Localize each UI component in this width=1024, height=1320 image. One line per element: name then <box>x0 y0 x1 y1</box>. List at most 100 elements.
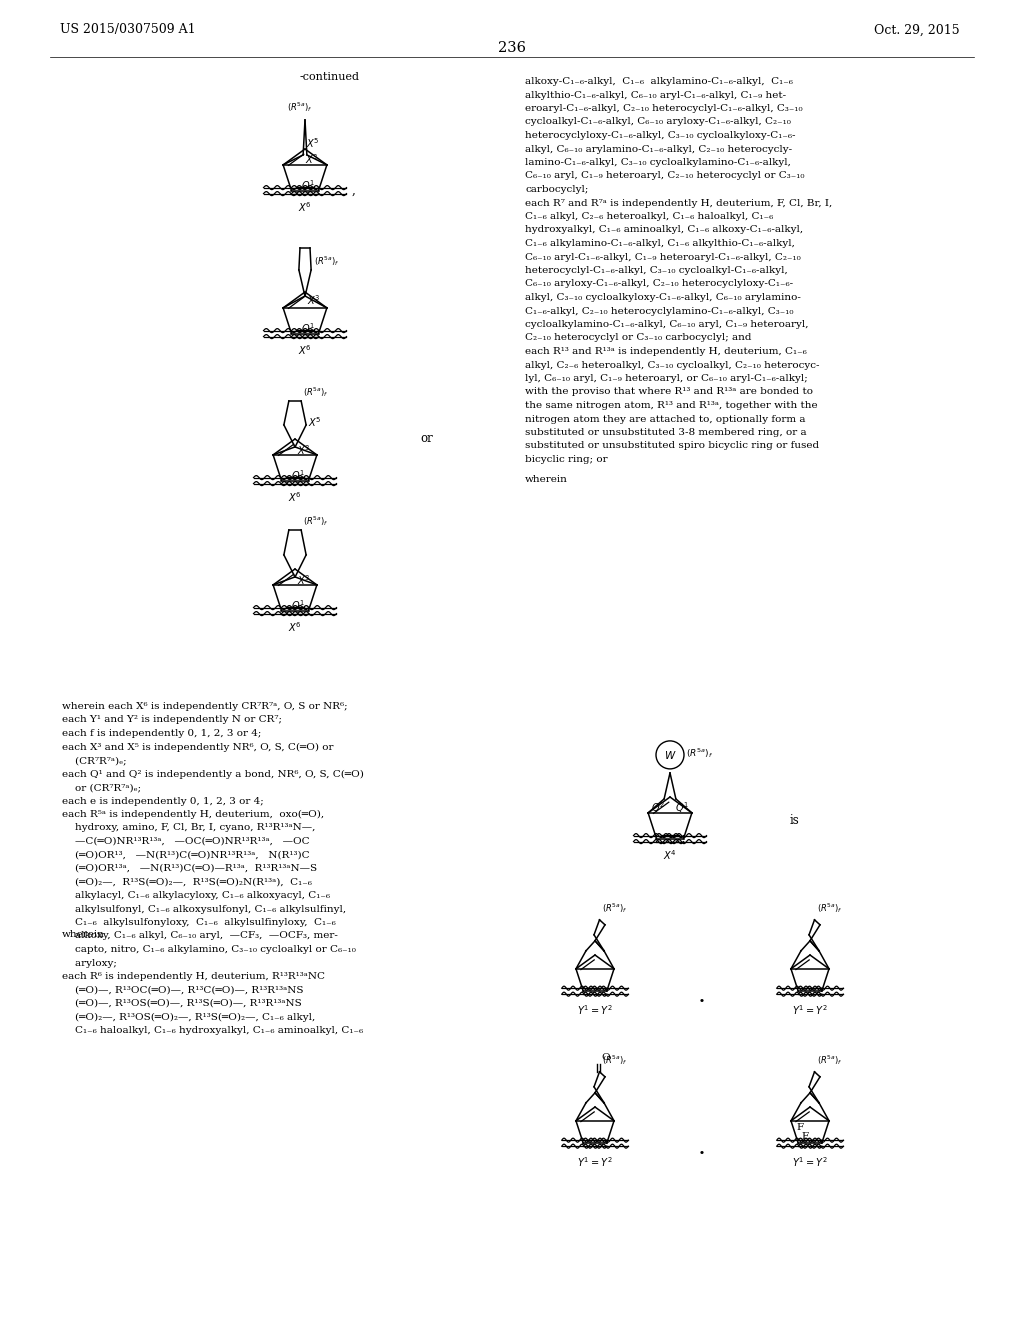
Text: (═O)OR¹³ᵃ,   —N(R¹³)C(═O)—R¹³ᵃ,  R¹³R¹³ᵃN—S: (═O)OR¹³ᵃ, —N(R¹³)C(═O)—R¹³ᵃ, R¹³R¹³ᵃN—S <box>62 865 317 873</box>
Text: bicyclic ring; or: bicyclic ring; or <box>525 455 607 465</box>
Text: Oct. 29, 2015: Oct. 29, 2015 <box>874 24 961 37</box>
Text: $O^1$: $O^1$ <box>292 467 305 482</box>
Text: alkylthio-C₁₋₆-alkyl, C₆₋₁₀ aryl-C₁₋₆-alkyl, C₁₋₉ het-: alkylthio-C₁₋₆-alkyl, C₆₋₁₀ aryl-C₁₋₆-al… <box>525 91 786 99</box>
Text: each Y¹ and Y² is independently N or CR⁷;: each Y¹ and Y² is independently N or CR⁷… <box>62 715 282 725</box>
Text: each R¹³ and R¹³ᵃ is independently H, deuterium, C₁₋₆: each R¹³ and R¹³ᵃ is independently H, de… <box>525 347 807 356</box>
Text: $X^5$: $X^5$ <box>308 414 322 429</box>
Text: lamino-C₁₋₆-alkyl, C₃₋₁₀ cycloalkylamino-C₁₋₆-alkyl,: lamino-C₁₋₆-alkyl, C₃₋₁₀ cycloalkylamino… <box>525 158 791 168</box>
Text: hydroxyalkyl, C₁₋₆ aminoalkyl, C₁₋₆ alkoxy-C₁₋₆-alkyl,: hydroxyalkyl, C₁₋₆ aminoalkyl, C₁₋₆ alko… <box>525 226 803 235</box>
Text: with the proviso that where R¹³ and R¹³ᵃ are bonded to: with the proviso that where R¹³ and R¹³ᵃ… <box>525 388 813 396</box>
Text: each R⁷ and R⁷ᵃ is independently H, deuterium, F, Cl, Br, I,: each R⁷ and R⁷ᵃ is independently H, deut… <box>525 198 833 207</box>
Text: $Q^2$: $Q^2$ <box>651 800 666 816</box>
Text: C₆₋₁₀ aryloxy-C₁₋₆-alkyl, C₂₋₁₀ heterocyclyloxy-C₁₋₆-: C₆₋₁₀ aryloxy-C₁₋₆-alkyl, C₂₋₁₀ heterocy… <box>525 280 794 289</box>
Text: alkoxy-C₁₋₆-alkyl,  C₁₋₆  alkylamino-C₁₋₆-alkyl,  C₁₋₆: alkoxy-C₁₋₆-alkyl, C₁₋₆ alkylamino-C₁₋₆-… <box>525 77 793 86</box>
Text: is: is <box>790 813 800 826</box>
Text: $(R^{5a})_f$: $(R^{5a})_f$ <box>816 1053 842 1067</box>
Text: (CR⁷R⁷ᵃ)ₑ;: (CR⁷R⁷ᵃ)ₑ; <box>62 756 127 766</box>
Text: alkylsulfonyl, C₁₋₆ alkoxysulfonyl, C₁₋₆ alkylsulfinyl,: alkylsulfonyl, C₁₋₆ alkoxysulfonyl, C₁₋₆… <box>62 904 346 913</box>
Text: alkoxy, C₁₋₆ alkyl, C₆₋₁₀ aryl,  —CF₃,  —OCF₃, mer-: alkoxy, C₁₋₆ alkyl, C₆₋₁₀ aryl, —CF₃, —O… <box>62 932 338 940</box>
Text: .: . <box>698 983 706 1006</box>
Text: cycloalkylamino-C₁₋₆-alkyl, C₆₋₁₀ aryl, C₁₋₉ heteroaryl,: cycloalkylamino-C₁₋₆-alkyl, C₆₋₁₀ aryl, … <box>525 319 809 329</box>
Text: or (CR⁷R⁷ᵃ)ₑ;: or (CR⁷R⁷ᵃ)ₑ; <box>62 783 141 792</box>
Text: $(R^{5a})_f$: $(R^{5a})_f$ <box>601 902 627 915</box>
Text: $X^5$: $X^5$ <box>306 136 319 149</box>
Text: $(R^{5a})_f$: $(R^{5a})_f$ <box>288 100 312 114</box>
Text: substituted or unsubstituted spiro bicyclic ring or fused: substituted or unsubstituted spiro bicyc… <box>525 441 819 450</box>
Text: $X^6$: $X^6$ <box>298 201 312 214</box>
Text: $X^3$: $X^3$ <box>307 293 321 306</box>
Text: $O^1$: $O^1$ <box>301 321 315 334</box>
Text: each Q¹ and Q² is independently a bond, NR⁶, O, S, C(═O): each Q¹ and Q² is independently a bond, … <box>62 770 364 779</box>
Text: each R⁶ is independently H, deuterium, R¹³R¹³ᵃNC: each R⁶ is independently H, deuterium, R… <box>62 972 325 981</box>
Circle shape <box>656 741 684 768</box>
Text: cycloalkyl-C₁₋₆-alkyl, C₆₋₁₀ aryloxy-C₁₋₆-alkyl, C₂₋₁₀: cycloalkyl-C₁₋₆-alkyl, C₆₋₁₀ aryloxy-C₁₋… <box>525 117 791 127</box>
Text: hydroxy, amino, F, Cl, Br, I, cyano, R¹³R¹³ᵃN—,: hydroxy, amino, F, Cl, Br, I, cyano, R¹³… <box>62 824 315 833</box>
Text: $(R^{5a})_f$: $(R^{5a})_f$ <box>601 1053 627 1067</box>
Text: $X^3$: $X^3$ <box>305 152 318 166</box>
Text: $X^6$: $X^6$ <box>288 491 302 504</box>
Text: heterocyclyloxy-C₁₋₆-alkyl, C₃₋₁₀ cycloalkyloxy-C₁₋₆-: heterocyclyloxy-C₁₋₆-alkyl, C₃₋₁₀ cycloa… <box>525 131 796 140</box>
Text: each R⁵ᵃ is independently H, deuterium,  oxo(═O),: each R⁵ᵃ is independently H, deuterium, … <box>62 810 325 820</box>
Text: O: O <box>601 1053 610 1061</box>
Text: $(R^{5a})_f$: $(R^{5a})_f$ <box>303 385 329 399</box>
Text: alkyl, C₂₋₆ heteroalkyl, C₃₋₁₀ cycloalkyl, C₂₋₁₀ heterocyc-: alkyl, C₂₋₆ heteroalkyl, C₃₋₁₀ cycloalky… <box>525 360 819 370</box>
Text: $O^1$: $O^1$ <box>301 178 315 191</box>
Text: F: F <box>801 1133 808 1142</box>
Text: wherein: wherein <box>62 931 104 939</box>
Text: wherein: wherein <box>525 474 568 483</box>
Text: eroaryl-C₁₋₆-alkyl, C₂₋₁₀ heterocyclyl-C₁₋₆-alkyl, C₃₋₁₀: eroaryl-C₁₋₆-alkyl, C₂₋₁₀ heterocyclyl-C… <box>525 104 803 114</box>
Text: $X^6$: $X^6$ <box>288 620 302 635</box>
Text: C₁₋₆-alkyl, C₂₋₁₀ heterocyclylamino-C₁₋₆-alkyl, C₃₋₁₀: C₁₋₆-alkyl, C₂₋₁₀ heterocyclylamino-C₁₋₆… <box>525 306 794 315</box>
Text: $X^4$: $X^4$ <box>664 849 677 862</box>
Text: wherein each X⁶ is independently CR⁷R⁷ᵃ, O, S or NR⁶;: wherein each X⁶ is independently CR⁷R⁷ᵃ,… <box>62 702 347 711</box>
Text: -continued: -continued <box>300 73 360 82</box>
Text: $X^3$: $X^3$ <box>297 444 310 457</box>
Text: C₁₋₆  alkylsulfonyloxy,  C₁₋₆  alkylsulfinyloxy,  C₁₋₆: C₁₋₆ alkylsulfonyloxy, C₁₋₆ alkylsulfiny… <box>62 917 336 927</box>
Text: F: F <box>796 1123 803 1131</box>
Text: $Y^1$$=$$Y^2$: $Y^1$$=$$Y^2$ <box>578 1003 612 1016</box>
Text: $O^1$: $O^1$ <box>292 598 305 611</box>
Text: C₁₋₆ alkyl, C₂₋₆ heteroalkyl, C₁₋₆ haloalkyl, C₁₋₆: C₁₋₆ alkyl, C₂₋₆ heteroalkyl, C₁₋₆ haloa… <box>525 213 773 220</box>
Text: capto, nitro, C₁₋₆ alkylamino, C₃₋₁₀ cycloalkyl or C₆₋₁₀: capto, nitro, C₁₋₆ alkylamino, C₃₋₁₀ cyc… <box>62 945 356 954</box>
Text: each X³ and X⁵ is independently NR⁶, O, S, C(═O) or: each X³ and X⁵ is independently NR⁶, O, … <box>62 742 334 751</box>
Text: US 2015/0307509 A1: US 2015/0307509 A1 <box>60 24 196 37</box>
Text: nitrogen atom they are attached to, optionally form a: nitrogen atom they are attached to, opti… <box>525 414 806 424</box>
Text: carbocyclyl;: carbocyclyl; <box>525 185 589 194</box>
Text: .: . <box>698 1135 706 1159</box>
Text: C₁₋₆ alkylamino-C₁₋₆-alkyl, C₁₋₆ alkylthio-C₁₋₆-alkyl,: C₁₋₆ alkylamino-C₁₋₆-alkyl, C₁₋₆ alkylth… <box>525 239 795 248</box>
Text: $Q^1$: $Q^1$ <box>675 800 689 816</box>
Text: $X^3$: $X^3$ <box>297 573 310 587</box>
Text: (═O)—, R¹³OC(═O)—, R¹³C(═O)—, R¹³R¹³ᵃNS: (═O)—, R¹³OC(═O)—, R¹³C(═O)—, R¹³R¹³ᵃNS <box>62 986 303 994</box>
Text: alkylacyl, C₁₋₆ alkylacyloxy, C₁₋₆ alkoxyacyl, C₁₋₆: alkylacyl, C₁₋₆ alkylacyloxy, C₁₋₆ alkox… <box>62 891 330 900</box>
Text: C₂₋₁₀ heterocyclyl or C₃₋₁₀ carbocyclyl; and: C₂₋₁₀ heterocyclyl or C₃₋₁₀ carbocyclyl;… <box>525 334 752 342</box>
Text: $Y^1$$=$$Y^2$: $Y^1$$=$$Y^2$ <box>578 1155 612 1170</box>
Text: $(R^{5a})_f$: $(R^{5a})_f$ <box>314 253 340 268</box>
Text: alkyl, C₃₋₁₀ cycloalkyloxy-C₁₋₆-alkyl, C₆₋₁₀ arylamino-: alkyl, C₃₋₁₀ cycloalkyloxy-C₁₋₆-alkyl, C… <box>525 293 801 302</box>
Text: ,: , <box>351 183 355 197</box>
Text: substituted or unsubstituted 3-8 membered ring, or a: substituted or unsubstituted 3-8 membere… <box>525 428 807 437</box>
Text: C₆₋₁₀ aryl, C₁₋₉ heteroaryl, C₂₋₁₀ heterocyclyl or C₃₋₁₀: C₆₋₁₀ aryl, C₁₋₉ heteroaryl, C₂₋₁₀ heter… <box>525 172 805 181</box>
Text: $(R^{5a})_f$: $(R^{5a})_f$ <box>303 513 329 528</box>
Text: each f is independently 0, 1, 2, 3 or 4;: each f is independently 0, 1, 2, 3 or 4; <box>62 729 261 738</box>
Text: (═O)₂—, R¹³OS(═O)₂—, R¹³S(═O)₂—, C₁₋₆ alkyl,: (═O)₂—, R¹³OS(═O)₂—, R¹³S(═O)₂—, C₁₋₆ al… <box>62 1012 315 1022</box>
Text: C₆₋₁₀ aryl-C₁₋₆-alkyl, C₁₋₉ heteroaryl-C₁₋₆-alkyl, C₂₋₁₀: C₆₋₁₀ aryl-C₁₋₆-alkyl, C₁₋₉ heteroaryl-C… <box>525 252 801 261</box>
Text: heterocyclyl-C₁₋₆-alkyl, C₃₋₁₀ cycloalkyl-C₁₋₆-alkyl,: heterocyclyl-C₁₋₆-alkyl, C₃₋₁₀ cycloalky… <box>525 267 787 275</box>
Text: C₁₋₆ haloalkyl, C₁₋₆ hydroxyalkyl, C₁₋₆ aminoalkyl, C₁₋₆: C₁₋₆ haloalkyl, C₁₋₆ hydroxyalkyl, C₁₋₆ … <box>62 1026 364 1035</box>
Text: alkyl, C₆₋₁₀ arylamino-C₁₋₆-alkyl, C₂₋₁₀ heterocycly-: alkyl, C₆₋₁₀ arylamino-C₁₋₆-alkyl, C₂₋₁₀… <box>525 144 793 153</box>
Text: $(R^{5a})_f$: $(R^{5a})_f$ <box>686 746 714 760</box>
Text: (═O)—, R¹³OS(═O)—, R¹³S(═O)—, R¹³R¹³ᵃNS: (═O)—, R¹³OS(═O)—, R¹³S(═O)—, R¹³R¹³ᵃNS <box>62 999 302 1008</box>
Text: —C(═O)NR¹³R¹³ᵃ,   —OC(═O)NR¹³R¹³ᵃ,   —OC: —C(═O)NR¹³R¹³ᵃ, —OC(═O)NR¹³R¹³ᵃ, —OC <box>62 837 309 846</box>
Text: $W$: $W$ <box>664 748 676 760</box>
Text: each e is independently 0, 1, 2, 3 or 4;: each e is independently 0, 1, 2, 3 or 4; <box>62 796 264 805</box>
Text: $Y^1$$=$$Y^2$: $Y^1$$=$$Y^2$ <box>793 1155 827 1170</box>
Text: the same nitrogen atom, R¹³ and R¹³ᵃ, together with the: the same nitrogen atom, R¹³ and R¹³ᵃ, to… <box>525 401 817 411</box>
Text: or: or <box>420 432 433 445</box>
Text: lyl, C₆₋₁₀ aryl, C₁₋₉ heteroaryl, or C₆₋₁₀ aryl-C₁₋₆-alkyl;: lyl, C₆₋₁₀ aryl, C₁₋₉ heteroaryl, or C₆₋… <box>525 374 808 383</box>
Text: (═O)OR¹³,   —N(R¹³)C(═O)NR¹³R¹³ᵃ,   N(R¹³)C: (═O)OR¹³, —N(R¹³)C(═O)NR¹³R¹³ᵃ, N(R¹³)C <box>62 850 309 859</box>
Text: $(R^{5a})_f$: $(R^{5a})_f$ <box>816 902 842 915</box>
Text: 236: 236 <box>498 41 526 55</box>
Text: $X^6$: $X^6$ <box>298 343 312 358</box>
Text: (═O)₂—,  R¹³S(═O)₂—,  R¹³S(═O)₂N(R¹³ᵃ),  C₁₋₆: (═O)₂—, R¹³S(═O)₂—, R¹³S(═O)₂N(R¹³ᵃ), C₁… <box>62 878 312 887</box>
Text: $Y^1$$=$$Y^2$: $Y^1$$=$$Y^2$ <box>793 1003 827 1016</box>
Text: aryloxy;: aryloxy; <box>62 958 117 968</box>
